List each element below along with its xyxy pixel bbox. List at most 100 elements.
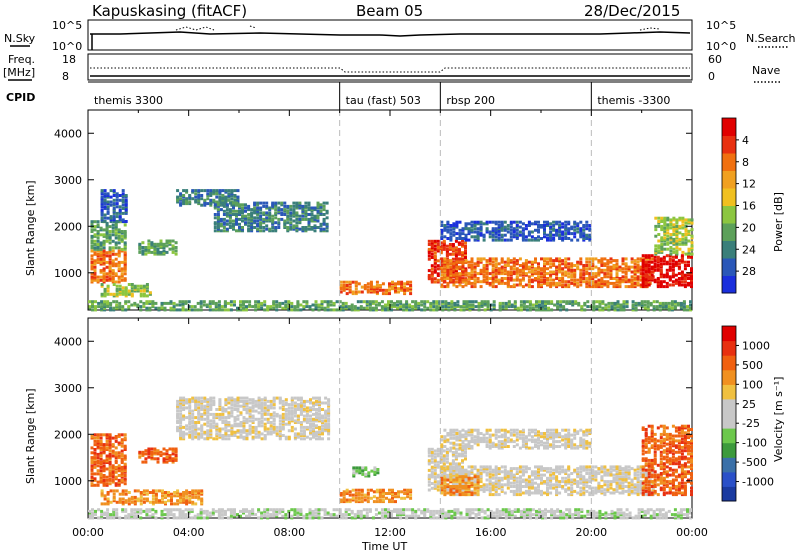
data-cell: [515, 220, 519, 224]
data-cell: [454, 251, 458, 255]
data-cell: [621, 278, 625, 282]
data-cell: [500, 272, 504, 276]
data-cell: [209, 406, 213, 410]
data-cell: [501, 305, 505, 309]
data-cell: [414, 300, 418, 304]
data-cell: [315, 437, 318, 441]
data-cell: [103, 301, 107, 305]
data-cell: [606, 283, 610, 287]
data-cell: [197, 411, 201, 415]
data-cell: [470, 270, 474, 274]
data-cell: [639, 278, 643, 282]
data-cell: [280, 213, 284, 216]
data-cell: [124, 207, 128, 210]
data-cell: [624, 285, 628, 289]
data-cell: [118, 218, 122, 222]
data-cell: [302, 300, 306, 304]
data-cell: [449, 265, 453, 269]
data-cell: [188, 200, 192, 204]
data-cell: [96, 436, 100, 440]
data-cell: [182, 434, 186, 437]
data-cell: [241, 226, 244, 229]
data-cell: [121, 289, 125, 293]
data-cell: [307, 206, 311, 210]
data-cell: [524, 283, 528, 287]
data-cell: [257, 306, 261, 310]
data-cell: [588, 238, 592, 242]
data-cell: [653, 268, 657, 272]
data-cell: [164, 500, 167, 504]
data-cell: [227, 189, 231, 193]
data-cell: [390, 305, 393, 309]
data-cell: [476, 238, 480, 242]
data-cell: [411, 308, 415, 312]
data-cell: [263, 427, 267, 431]
data-cell: [322, 208, 326, 212]
data-cell: [344, 305, 348, 309]
data-cell: [209, 430, 213, 434]
data-cell: [530, 230, 534, 234]
data-cell: [133, 499, 137, 503]
data-cell: [102, 278, 106, 282]
data-cell: [109, 215, 113, 219]
data-cell: [690, 247, 694, 251]
data-cell: [675, 250, 679, 254]
data-cell: [479, 233, 483, 237]
data-cell: [179, 409, 183, 413]
data-cell: [200, 435, 204, 439]
data-cell: [188, 399, 192, 403]
data-cell: [556, 305, 560, 309]
data-cell: [103, 189, 107, 193]
data-cell: [372, 287, 376, 291]
data-cell: [108, 457, 112, 461]
data-cell: [500, 257, 504, 261]
data-cell: [188, 197, 192, 201]
data-cell: [657, 244, 661, 248]
data-cell: [444, 306, 448, 310]
data-cell: [145, 308, 149, 312]
data-cell: [394, 287, 397, 291]
data-cell: [606, 262, 610, 266]
data-cell: [406, 288, 410, 292]
data-cell: [506, 281, 510, 285]
data-cell: [170, 495, 173, 499]
data-cell: [387, 308, 390, 312]
data-cell: [309, 419, 312, 423]
data-cell: [669, 221, 673, 225]
data-cell: [171, 247, 175, 251]
data-cell: [114, 252, 118, 256]
data-cell: [233, 189, 237, 193]
data-cell: [441, 305, 445, 309]
data-cell: [217, 306, 221, 310]
data-cell: [351, 488, 355, 492]
data-cell: [440, 485, 444, 488]
data-cell: [194, 396, 198, 400]
data-cell: [168, 241, 172, 245]
data-cell: [259, 224, 263, 228]
data-cell: [447, 305, 451, 309]
data-cell: [647, 254, 651, 258]
data-cell: [594, 281, 598, 285]
data-cell: [357, 493, 361, 497]
data-cell: [427, 277, 431, 281]
data-cell: [325, 211, 329, 215]
data-cell: [348, 290, 352, 294]
data-cell: [111, 469, 115, 473]
data-cell: [218, 435, 222, 439]
data-cell: [99, 244, 103, 248]
data-cell: [182, 202, 186, 206]
data-cell: [591, 277, 595, 280]
data-cell: [445, 454, 449, 458]
data-cell: [647, 267, 651, 271]
data-cell: [388, 282, 391, 286]
data-cell: [287, 403, 291, 407]
data-cell: [524, 267, 528, 271]
data-cell: [170, 499, 173, 503]
data-cell: [284, 412, 288, 416]
data-cell: [319, 222, 323, 226]
data-cell: [217, 305, 221, 309]
data-cell: [284, 306, 288, 310]
data-cell: [174, 246, 178, 249]
data-cell: [133, 284, 137, 288]
data-cell: [464, 241, 467, 245]
